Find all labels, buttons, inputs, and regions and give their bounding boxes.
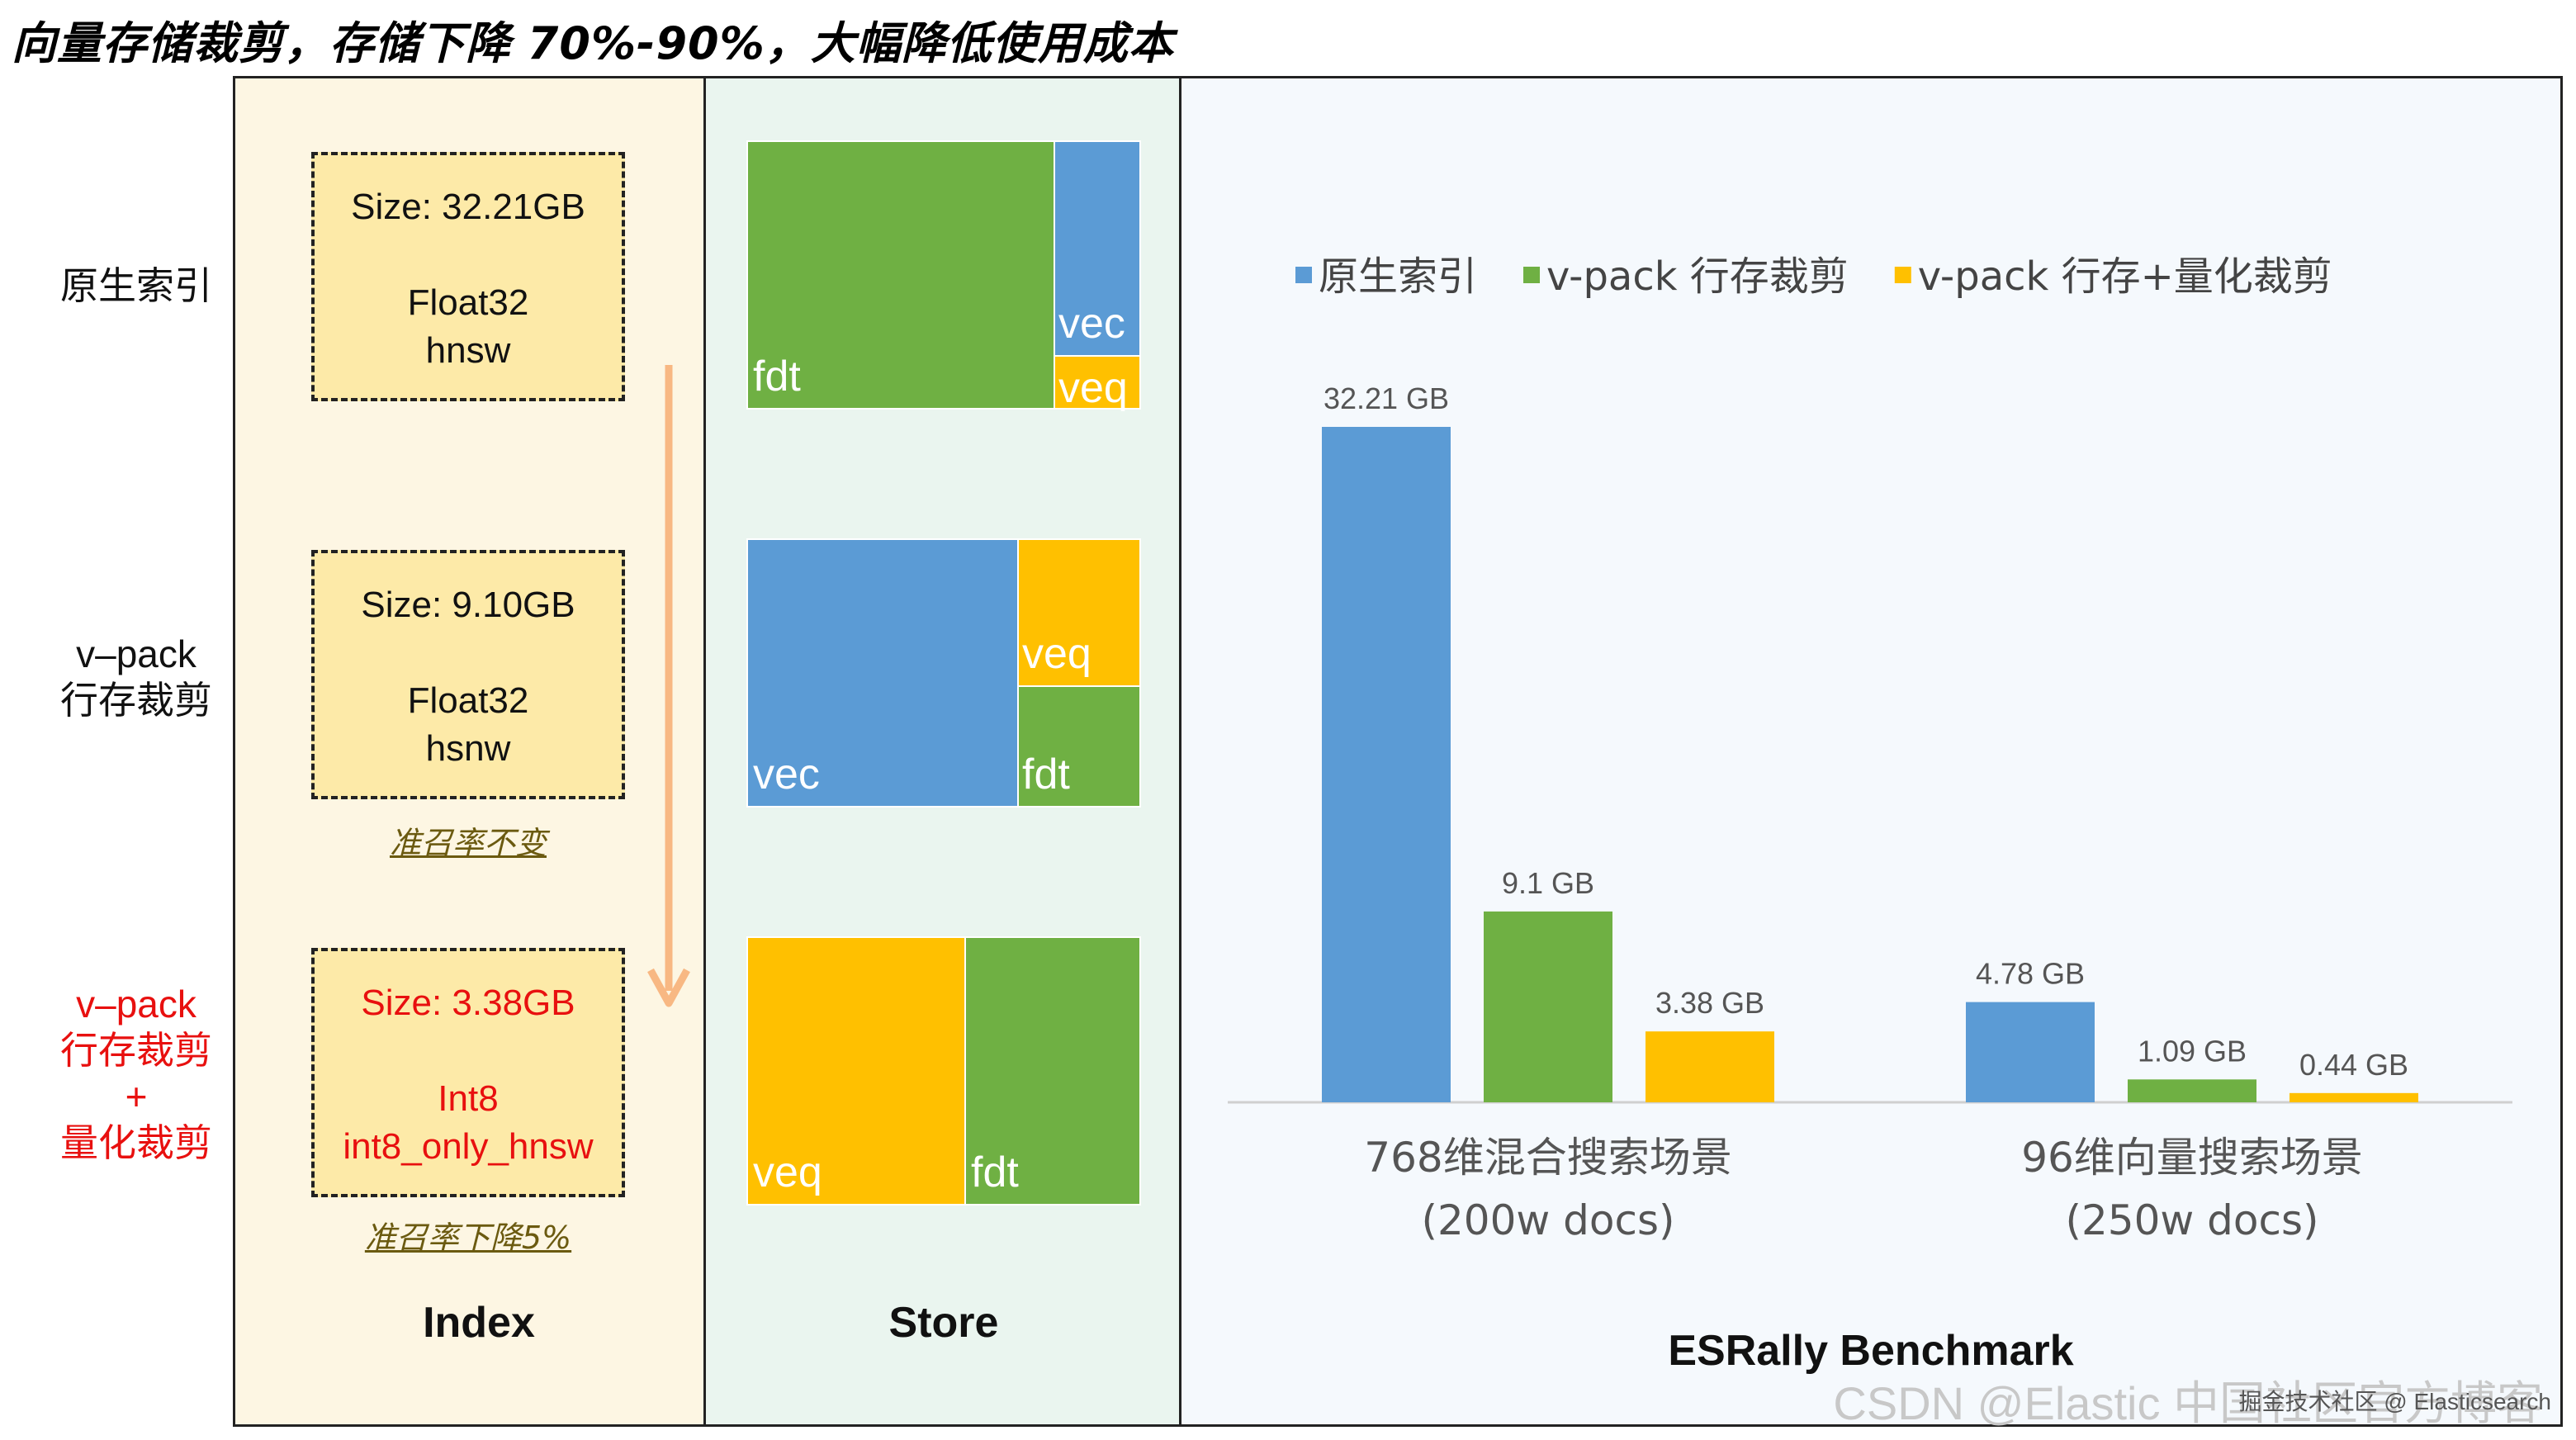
store-veq-block: veq (1017, 538, 1141, 687)
outer-frame (233, 76, 2563, 1427)
index-title: Index (423, 1299, 535, 1347)
recall-note-unchanged: 准召率不变 (389, 825, 547, 861)
row-label-vpack: v–pack 行存裁剪 (60, 632, 212, 722)
recall-note-drop: 准召率下降5% (364, 1220, 572, 1256)
bar (2128, 1079, 2256, 1102)
category-label: 768维混合搜索场景 (1364, 1134, 1731, 1182)
index-format: Float32 hsnw (407, 680, 529, 769)
benchmark-title: ESRally Benchmark (1668, 1327, 2074, 1375)
index-size: Size: 3.38GB (361, 983, 575, 1023)
store-vec-block: vec (746, 538, 1019, 808)
bar (1966, 1002, 2095, 1102)
index-box-native: Size: 32.21GB Float32 hnsw (311, 152, 625, 401)
watermark: CSDN @Elastic 中国社区官方博客 (1833, 1377, 2543, 1429)
data-label: 0.44 GB (2299, 1048, 2408, 1082)
row-label-vpack-quant: v–pack 行存裁剪 + 量化裁剪 (60, 983, 212, 1164)
store-veq-block: veq (746, 936, 966, 1206)
index-size: Size: 32.21GB (351, 187, 585, 227)
data-label: 3.38 GB (1655, 986, 1764, 1020)
headline: 向量存储裁剪，存储下降 70%-90%，大幅降低使用成本 (12, 17, 1174, 69)
store-vec-block: vec (1054, 140, 1141, 357)
data-label: 9.1 GB (1502, 866, 1594, 900)
watermark-small: 掘金技术社区 @ Elasticsearch (2238, 1389, 2552, 1414)
index-size: Size: 9.10GB (361, 585, 575, 625)
category-label: (200w docs) (1421, 1196, 1674, 1244)
down-arrow-icon (647, 365, 690, 1007)
store-fdt-block: fdt (746, 140, 1055, 410)
bar (1322, 427, 1451, 1102)
bar (1484, 911, 1612, 1102)
legend-label: 原生索引 (1319, 253, 1477, 300)
index-format: Int8 int8_only_hnsw (343, 1078, 594, 1167)
category-label: (250w docs) (2065, 1196, 2318, 1244)
legend-swatch (1523, 267, 1541, 283)
index-box-vpack-quant: Size: 3.38GB Int8 int8_only_hnsw (311, 948, 625, 1197)
store-fdt-block: fdt (1017, 685, 1141, 808)
store-veq-block: veq (1054, 355, 1141, 412)
legend-swatch (1894, 267, 1911, 283)
legend-label: v-pack 行存+量化裁剪 (1918, 253, 2332, 300)
data-label: 32.21 GB (1324, 381, 1449, 415)
row-label-native: 原生索引 (60, 264, 212, 307)
bar (2290, 1092, 2418, 1102)
category-label: 96维向量搜索场景 (2021, 1134, 2363, 1182)
index-format: Float32 hnsw (407, 282, 529, 371)
legend-label: v-pack 行存裁剪 (1546, 253, 1849, 300)
benchmark-chart: 原生索引 v-pack 行存裁剪 v-pack 行存+量化裁剪 32.21 GB 9.1… (1228, 253, 2512, 1244)
index-box-vpack: Size: 9.10GB Float32 hsnw (311, 550, 625, 799)
store-title: Store (888, 1299, 999, 1347)
bar (1646, 1031, 1774, 1102)
legend-swatch (1295, 267, 1312, 283)
store-fdt-block: fdt (964, 936, 1141, 1206)
data-label: 4.78 GB (1976, 957, 2085, 991)
data-label: 1.09 GB (2138, 1034, 2247, 1068)
